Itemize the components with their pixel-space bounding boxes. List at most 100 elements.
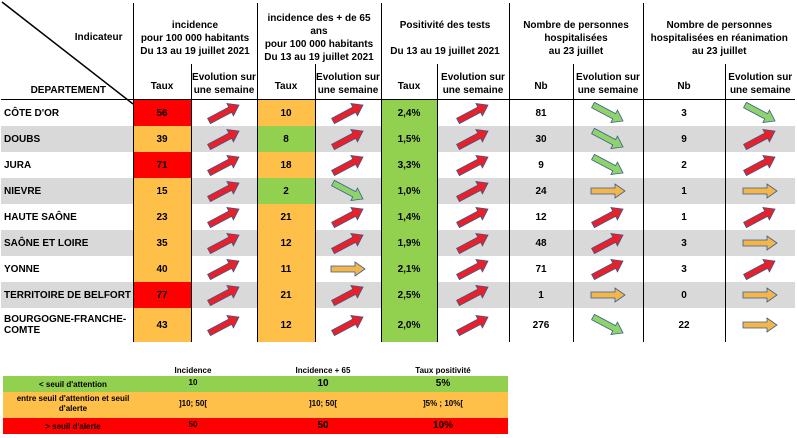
evolution-header: Evolution sur une semaine bbox=[436, 64, 509, 100]
evolution-down-arrow-icon bbox=[572, 126, 643, 152]
indicateur-label: Indicateur bbox=[74, 32, 123, 43]
evolution-up-arrow-icon bbox=[314, 152, 381, 178]
evolution-up-arrow-icon bbox=[314, 308, 381, 342]
table-row: BOURGOGNE-FRANCHE- COMTE 43 12 2,0% 276 22 bbox=[1, 308, 795, 342]
legend-label: entre seuil d'attention et seuil d'alerte bbox=[16, 394, 130, 413]
evolution-down-arrow-icon bbox=[572, 152, 643, 178]
evolution-flat-arrow-icon bbox=[724, 178, 795, 204]
dept-name-2: COMTE bbox=[4, 325, 41, 336]
evolution-flat-arrow-icon bbox=[572, 178, 643, 204]
evolution-up-arrow-icon bbox=[190, 204, 257, 230]
dept-name: HAUTE SAÔNE bbox=[4, 211, 77, 223]
incidence-value: 23 bbox=[132, 204, 191, 230]
hospitalises-value: 71 bbox=[508, 256, 573, 282]
evolution-flat-arrow-icon bbox=[724, 230, 795, 256]
dept-cell: YONNE bbox=[1, 256, 133, 282]
taux-header: Taux bbox=[256, 64, 315, 100]
data-rows: CÔTE D'OR 56 10 2,4% 81 3 DOUBS 39 8 1,5% 30 9 JURA 7… bbox=[1, 99, 795, 342]
hospitalises-value: 30 bbox=[508, 126, 573, 152]
departement-header: DEPARTEMENT bbox=[1, 64, 133, 100]
dept-cell: NIEVRE bbox=[1, 178, 133, 204]
evolution-up-arrow-icon bbox=[190, 152, 257, 178]
evolution-header: Evolution sur une semaine bbox=[572, 64, 643, 100]
incidence-value: 43 bbox=[132, 308, 191, 342]
group-header-positivite: Positivité des tests Du 13 au 19 juillet … bbox=[380, 3, 509, 64]
evolution-up-arrow-icon bbox=[436, 126, 509, 152]
positivite-value: 1,0% bbox=[380, 178, 437, 204]
dept-name: NIEVRE bbox=[4, 185, 42, 197]
dept-name: YONNE bbox=[4, 263, 40, 275]
reanimation-value: 3 bbox=[642, 256, 725, 282]
evolution-up-arrow-icon bbox=[314, 204, 381, 230]
evolution-up-arrow-icon bbox=[724, 204, 795, 230]
legend-row: < seuil d'attention 10 10 5% bbox=[3, 376, 508, 392]
table-row: TERRITOIRE DE BELFORT 77 21 2,5% 1 0 bbox=[1, 282, 795, 308]
incidence-65-value: 2 bbox=[256, 178, 315, 204]
evolution-header: Evolution sur une semaine bbox=[190, 64, 257, 100]
reanimation-value: 0 bbox=[642, 282, 725, 308]
evolution-up-arrow-icon bbox=[190, 230, 257, 256]
dept-name: DOUBS bbox=[4, 133, 41, 145]
evolution-up-arrow-icon bbox=[190, 99, 257, 126]
reanimation-value: 1 bbox=[642, 204, 725, 230]
legend-value: ]10; 50[ bbox=[178, 399, 207, 408]
incidence-65-value: 10 bbox=[256, 99, 315, 126]
dept-name: BOURGOGNE-FRANCHE- bbox=[4, 314, 127, 325]
reanimation-value: 3 bbox=[642, 99, 725, 126]
evolution-up-arrow-icon bbox=[190, 178, 257, 204]
legend-value: ]10; 50[ bbox=[308, 399, 337, 408]
evolution-up-arrow-icon bbox=[190, 256, 257, 282]
evolution-flat-arrow-icon bbox=[314, 256, 381, 282]
evolution-up-arrow-icon bbox=[724, 152, 795, 178]
evolution-up-arrow-icon bbox=[436, 178, 509, 204]
evolution-up-arrow-icon bbox=[724, 126, 795, 152]
evolution-flat-arrow-icon bbox=[724, 282, 795, 308]
evolution-down-arrow-icon bbox=[572, 308, 643, 342]
evolution-up-arrow-icon bbox=[436, 308, 509, 342]
incidence-value: 56 bbox=[132, 99, 191, 126]
evolution-up-arrow-icon bbox=[314, 230, 381, 256]
table-row: JURA 71 18 3,3% 9 2 bbox=[1, 152, 795, 178]
incidence-65-value: 21 bbox=[256, 204, 315, 230]
incidence-65-value: 18 bbox=[256, 152, 315, 178]
positivite-value: 1,5% bbox=[380, 126, 437, 152]
evolution-up-arrow-icon bbox=[436, 99, 509, 126]
reanimation-value: 2 bbox=[642, 152, 725, 178]
covid-indicators-table: Indicateur incidence pour 100 000 habitan… bbox=[1, 3, 795, 342]
table-row: DOUBS 39 8 1,5% 30 9 bbox=[1, 126, 795, 152]
hospitalises-value: 81 bbox=[508, 99, 573, 126]
positivite-value: 2,4% bbox=[380, 99, 437, 126]
evolution-up-arrow-icon bbox=[190, 282, 257, 308]
legend-value: 50 bbox=[317, 420, 329, 431]
evolution-up-arrow-icon bbox=[190, 126, 257, 152]
table-row: YONNE 40 11 2,1% 71 3 bbox=[1, 256, 795, 282]
incidence-65-value: 21 bbox=[256, 282, 315, 308]
reanimation-value: 9 bbox=[642, 126, 725, 152]
incidence-value: 77 bbox=[132, 282, 191, 308]
evolution-down-arrow-icon bbox=[724, 99, 795, 126]
evolution-up-arrow-icon bbox=[314, 99, 381, 126]
positivite-value: 3,3% bbox=[380, 152, 437, 178]
table-row: CÔTE D'OR 56 10 2,4% 81 3 bbox=[1, 99, 795, 126]
incidence-65-value: 12 bbox=[256, 230, 315, 256]
hospitalises-value: 1 bbox=[508, 282, 573, 308]
incidence-65-value: 11 bbox=[256, 256, 315, 282]
taux-header: Taux bbox=[132, 64, 191, 100]
legend-value: ]5% ; 10%[ bbox=[422, 399, 463, 408]
group-header-hospitalisees: Nombre de personnes hospitalisées au 23 ju… bbox=[508, 3, 643, 64]
legend-header-positivite: Taux positivité bbox=[415, 366, 471, 375]
legend-header-incidence-65: Incidence + 65 bbox=[295, 366, 351, 375]
incidence-value: 35 bbox=[132, 230, 191, 256]
evolution-up-arrow-icon bbox=[436, 152, 509, 178]
taux-header: Taux bbox=[380, 64, 437, 100]
incidence-value: 39 bbox=[132, 126, 191, 152]
dept-name: TERRITOIRE DE BELFORT bbox=[4, 289, 132, 301]
hospitalises-value: 48 bbox=[508, 230, 573, 256]
evolution-up-arrow-icon bbox=[436, 256, 509, 282]
hospitalises-value: 9 bbox=[508, 152, 573, 178]
evolution-up-arrow-icon bbox=[314, 126, 381, 152]
dept-name: JURA bbox=[4, 159, 32, 171]
legend-value: 10 bbox=[188, 378, 198, 387]
hospitalises-value: 276 bbox=[508, 308, 573, 342]
dept-cell: JURA bbox=[1, 152, 133, 178]
